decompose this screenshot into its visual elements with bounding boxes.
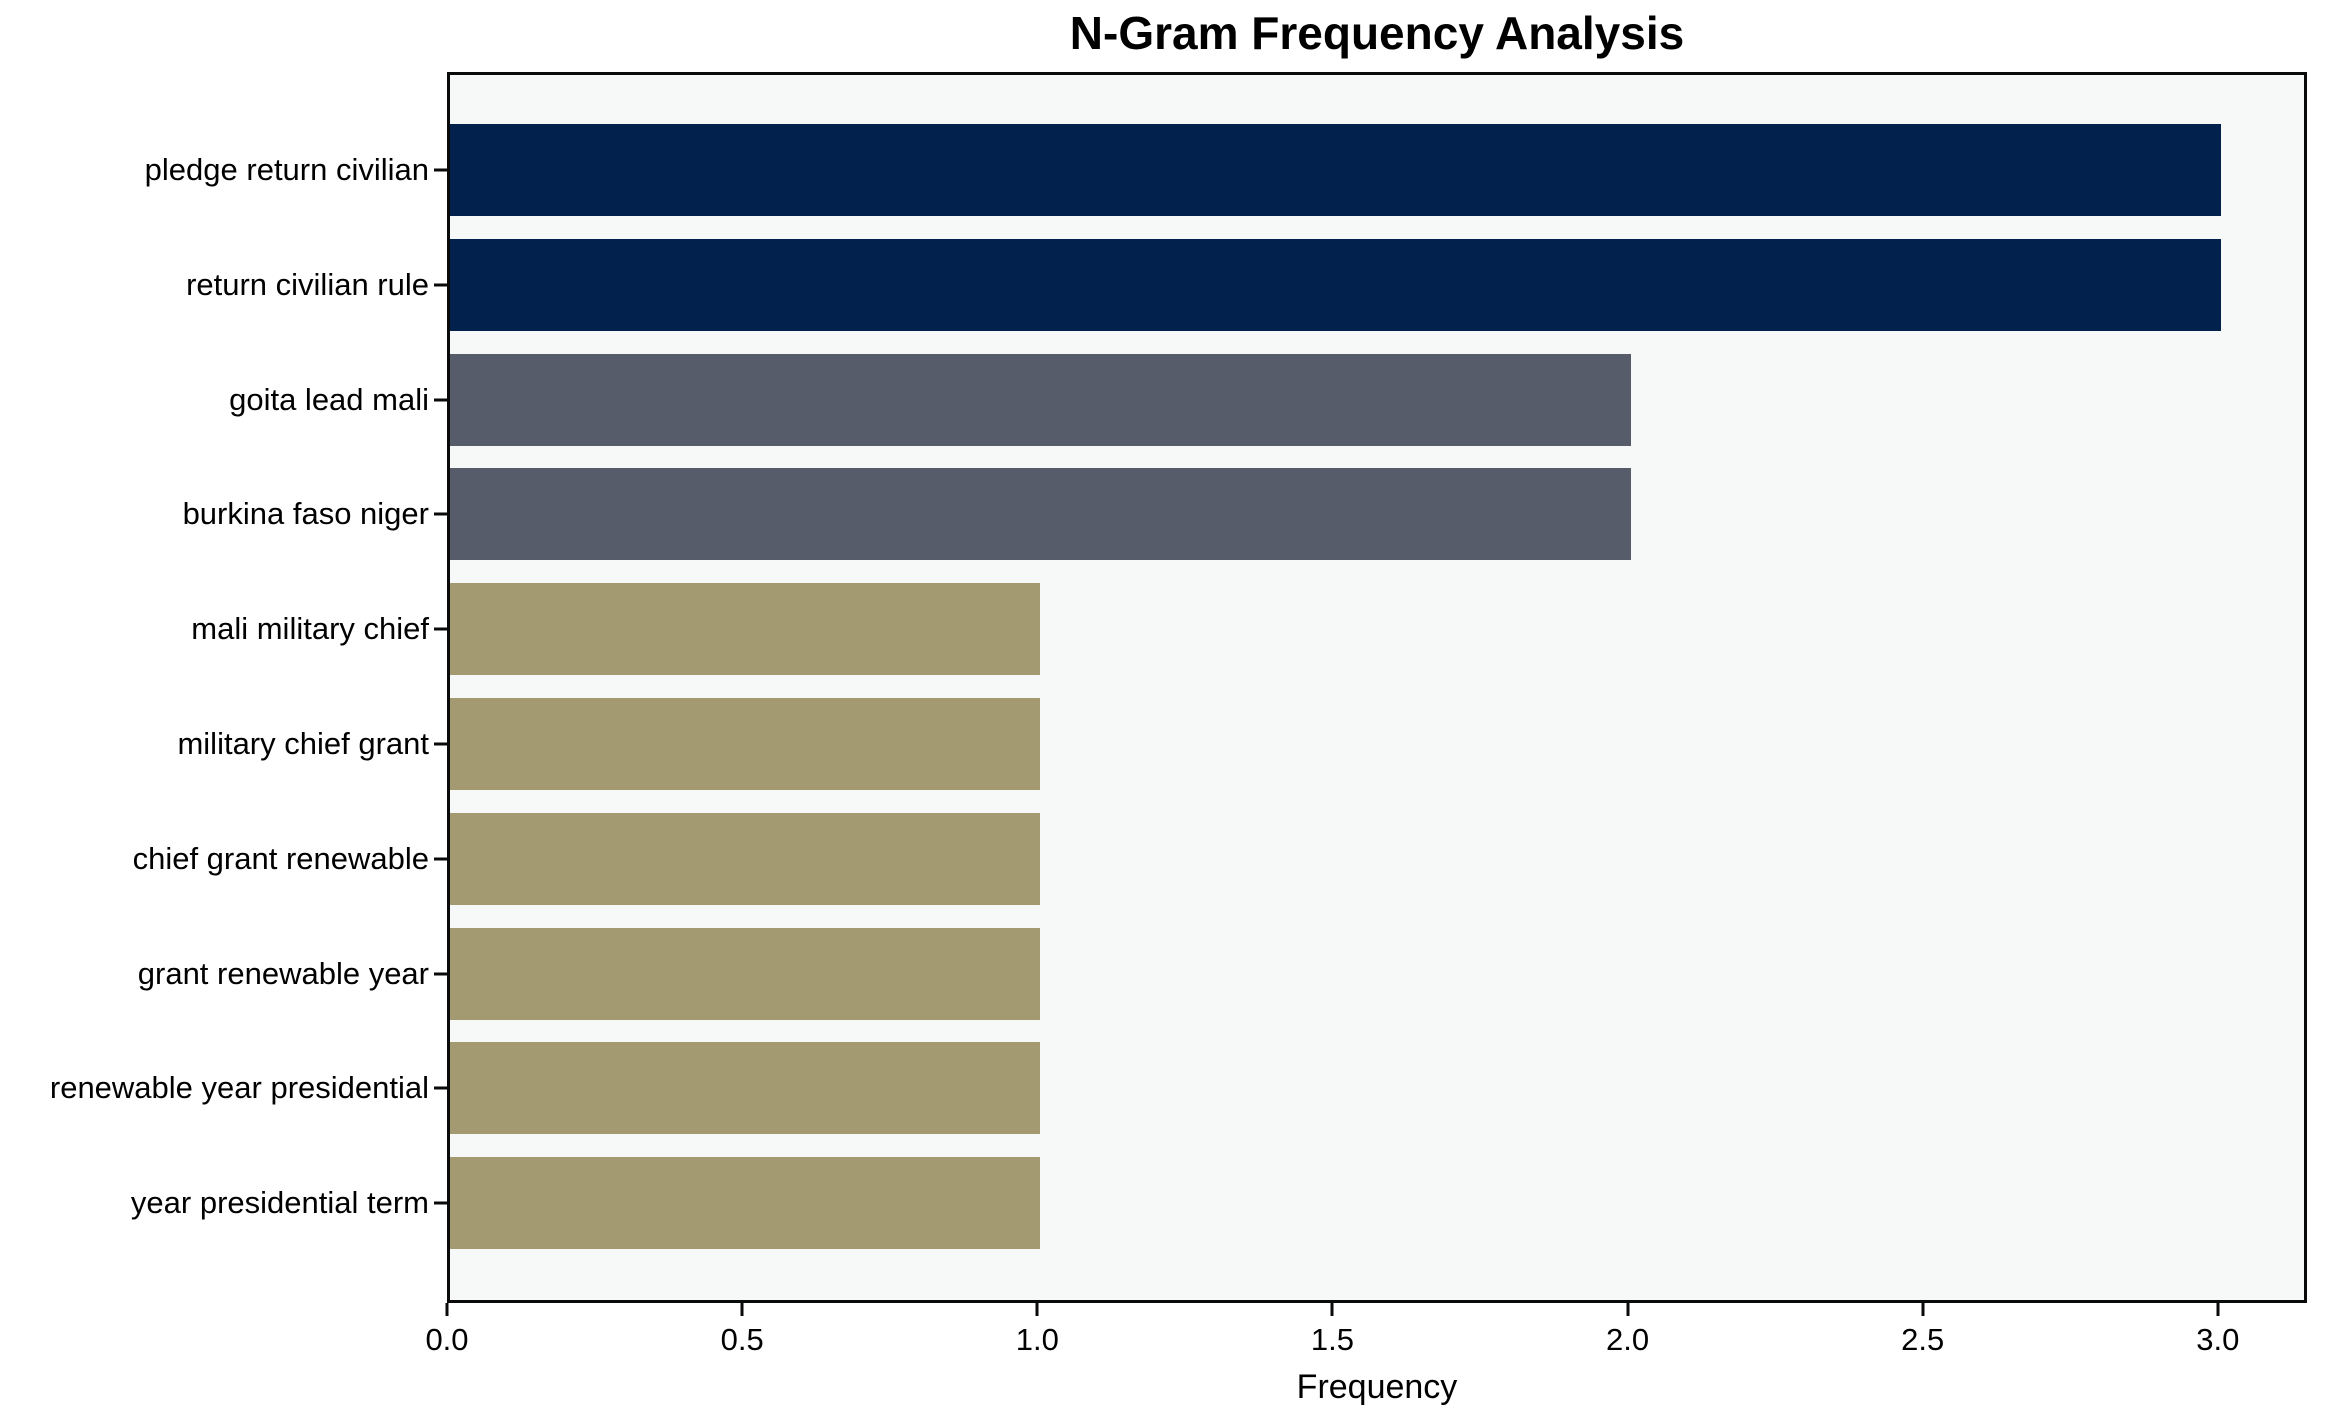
x-tick: [740, 1303, 744, 1316]
x-tick: [1921, 1303, 1925, 1316]
y-tick: [434, 283, 447, 287]
y-tick-label: grant renewable year: [137, 955, 429, 991]
x-tick-label: 2.5: [1901, 1322, 1945, 1357]
bar-year-presidential-term: [450, 1157, 1041, 1250]
bar-renewable-year-presidential: [450, 1042, 1041, 1135]
bar-military-chief-grant: [450, 698, 1041, 790]
y-tick-label: military chief grant: [177, 726, 429, 761]
bar-mali-military-chief: [450, 583, 1041, 676]
bar-return-civilian-rule: [450, 238, 2221, 331]
y-tick-label: return civilian rule: [186, 266, 429, 302]
x-tick-label: 3.0: [2196, 1322, 2240, 1357]
y-tick: [434, 857, 447, 861]
bar-grant-renewable-year: [450, 927, 1041, 1020]
y-tick: [434, 398, 447, 402]
y-tick-label: renewable year presidential: [49, 1070, 429, 1106]
x-tick-label: 0.5: [720, 1322, 764, 1357]
x-axis-title: Frequency: [1296, 1368, 1458, 1406]
x-tick: [1330, 1303, 1334, 1316]
x-tick-label: 2.0: [1606, 1322, 1650, 1357]
x-tick-label: 1.5: [1310, 1322, 1354, 1357]
chart-title: N-Gram Frequency Analysis: [1069, 7, 1685, 59]
x-tick: [1035, 1303, 1039, 1316]
bar-pledge-return-civilian: [450, 124, 2221, 216]
y-tick: [434, 972, 447, 976]
x-tick: [2216, 1303, 2220, 1316]
bar-burkina-faso-niger: [450, 468, 1631, 561]
y-tick: [434, 742, 447, 746]
plot-area: [447, 72, 2307, 1303]
y-tick: [434, 1086, 447, 1090]
x-tick: [445, 1303, 449, 1316]
y-tick-label: burkina faso niger: [182, 496, 429, 532]
x-tick-label: 1.0: [1015, 1322, 1059, 1357]
bar-goita-lead-mali: [450, 353, 1631, 446]
y-tick-label: year presidential term: [130, 1185, 429, 1221]
y-tick: [434, 627, 447, 631]
x-tick: [1626, 1303, 1630, 1316]
y-tick-label: chief grant renewable: [132, 840, 429, 876]
y-tick-label: goita lead mali: [229, 381, 429, 417]
y-tick: [434, 512, 447, 516]
y-tick: [434, 1201, 447, 1205]
x-tick-label: 0.0: [425, 1322, 469, 1357]
y-tick-label: mali military chief: [191, 611, 429, 647]
y-tick: [434, 168, 447, 172]
bar-chief-grant-renewable: [450, 812, 1041, 905]
y-tick-label: pledge return civilian: [144, 152, 429, 187]
